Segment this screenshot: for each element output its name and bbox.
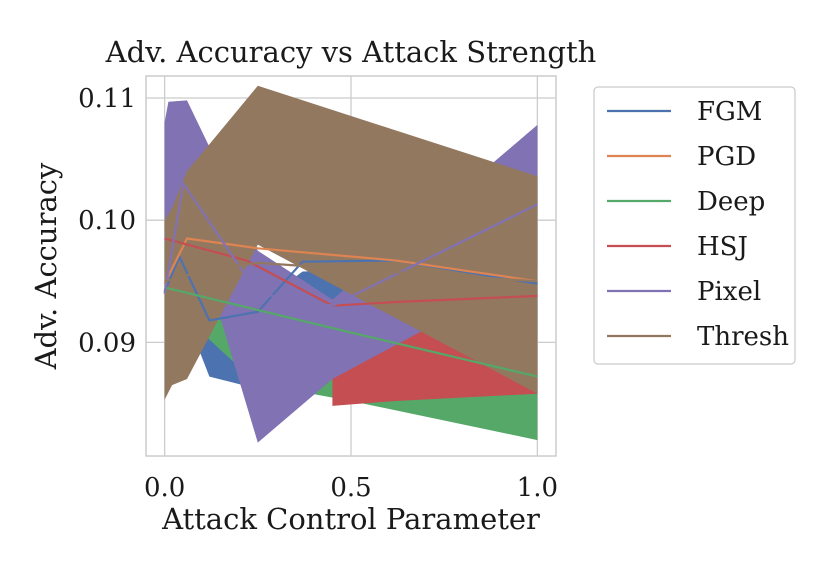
- x-axis-label: Attack Control Parameter: [161, 502, 540, 536]
- plot-frame: [145, 75, 557, 457]
- y-tick-label: 0.10: [78, 206, 136, 236]
- legend-label-fgm: FGM: [697, 97, 762, 127]
- line-deep: [164, 286, 538, 378]
- legend-label-deep: Deep: [697, 187, 765, 217]
- legend-label-pixel: Pixel: [697, 277, 761, 307]
- legend-label-thresh: Thresh: [697, 322, 789, 352]
- line-thresh: [164, 261, 538, 283]
- band-pixel: [164, 100, 538, 443]
- legend-label-pgd: PGD: [697, 142, 756, 172]
- x-tick-label: 1.0: [517, 473, 558, 503]
- y-tick-label: 0.09: [78, 328, 136, 358]
- line-pgd: [163, 237, 538, 285]
- chart-title: Adv. Accuracy vs Attack Strength: [105, 35, 597, 69]
- x-tick-label: 0.5: [330, 473, 371, 503]
- y-tick-labels: 0.09 0.10 0.11: [78, 84, 136, 358]
- y-tick-label: 0.11: [78, 84, 136, 114]
- y-axis-label: Adv. Accuracy: [29, 162, 63, 370]
- confidence-bands: [164, 85, 538, 443]
- legend: FGM PGD Deep HSJ Pixel Thresh: [593, 86, 796, 365]
- x-tick-labels: 0.0 0.5 1.0: [144, 473, 558, 503]
- band-thresh: [164, 85, 538, 400]
- series-lines: [163, 182, 538, 378]
- x-tick-label: 0.0: [144, 473, 185, 503]
- legend-label-hsj: HSJ: [697, 232, 748, 262]
